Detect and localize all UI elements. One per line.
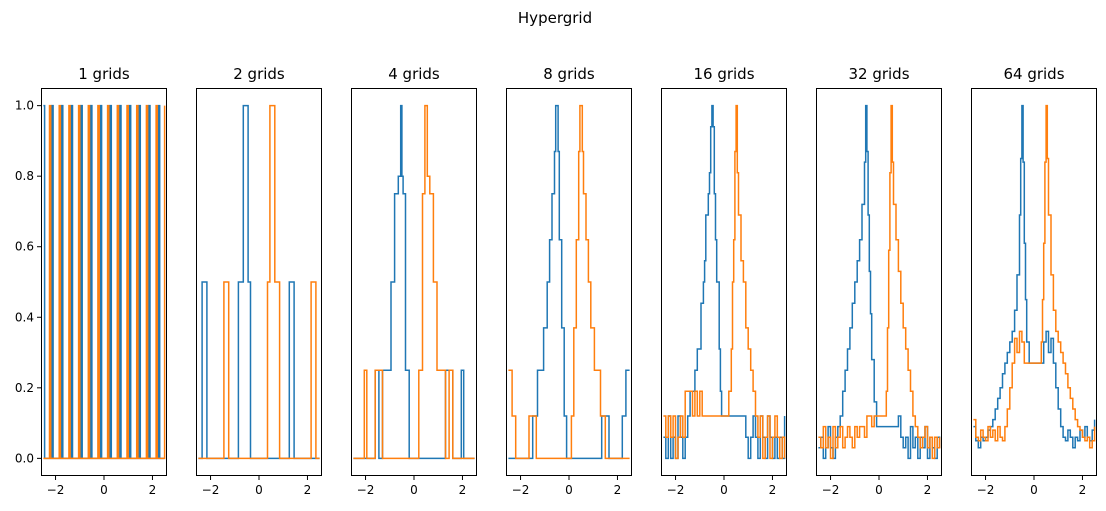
panel-title: 64 grids	[1003, 65, 1064, 83]
x-tick-label: 2	[304, 483, 312, 497]
axes-frame	[196, 88, 322, 476]
x-tick-label: 0	[100, 483, 108, 497]
y-tick-label: 0.4	[15, 310, 34, 324]
x-tick-label: −2	[667, 483, 685, 497]
plot-area	[508, 104, 630, 460]
panel-5: 16 grids −2 0 2	[661, 65, 787, 497]
panel-title: 16 grids	[693, 65, 754, 83]
plot-area	[663, 104, 786, 460]
x-tick-label: 0	[565, 483, 573, 497]
x-tick-label: 2	[924, 483, 932, 497]
panel-title: 8 grids	[543, 65, 595, 83]
x-tick-label: 2	[614, 483, 622, 497]
x-tick-label: −2	[357, 483, 375, 497]
plot-area	[818, 104, 941, 460]
panel-3: 4 grids −2 0 2	[351, 65, 477, 497]
panel-title: 1 grids	[78, 65, 130, 83]
series-line-2	[663, 104, 786, 460]
series-line-2	[973, 104, 1096, 449]
plot-area	[353, 104, 475, 460]
series-line-1	[198, 104, 320, 460]
axes-frame	[661, 88, 787, 476]
series-line-2	[508, 104, 630, 460]
x-tick-label: −2	[822, 483, 840, 497]
x-tick-label: 2	[1079, 483, 1087, 497]
panel-7: 64 grids −2 0 2	[971, 65, 1097, 497]
x-tick-label: 0	[875, 483, 883, 497]
series-line-2	[353, 104, 475, 460]
x-tick-label: −2	[202, 483, 220, 497]
series-line-2	[43, 104, 166, 460]
plot-area	[198, 104, 320, 460]
plot-area	[973, 104, 1096, 449]
series-line-1	[353, 104, 475, 460]
y-tick-label: 0.6	[15, 240, 34, 254]
x-tick-label: 0	[410, 483, 418, 497]
y-tick-label: 0.2	[15, 381, 34, 395]
panel-4: 8 grids −2 0 2	[506, 65, 632, 497]
panels: 1 grids−2 0 20.00.20.40.60.81.02 grids−2 0 2…	[15, 65, 1097, 497]
panel-title: 32 grids	[848, 65, 909, 83]
axes-frame	[971, 88, 1097, 476]
y-tick-label: 1.0	[15, 99, 34, 113]
x-tick-label: 2	[459, 483, 467, 497]
axes-frame	[41, 88, 167, 476]
x-tick-label: −2	[512, 483, 530, 497]
axes-frame	[351, 88, 477, 476]
panel-2: 2 grids −2 0 2	[196, 65, 322, 497]
y-tick-label: 0.8	[15, 169, 34, 183]
figure-title: Hypergrid	[518, 9, 592, 27]
series-line-1	[508, 104, 630, 460]
x-tick-label: 0	[1030, 483, 1038, 497]
y-tick-label: 0.0	[15, 451, 34, 465]
series-line-2	[818, 104, 941, 460]
panel-title: 2 grids	[233, 65, 285, 83]
panel-1: 1 grids −2 0 2 0.0 0.2 0.4 0.6 0.8 1.0	[15, 65, 167, 497]
series-line-2	[198, 104, 320, 460]
axes-frame	[816, 88, 942, 476]
x-tick-label: 2	[149, 483, 157, 497]
series-line-1	[818, 104, 941, 460]
panel-title: 4 grids	[388, 65, 440, 83]
series-line-1	[663, 104, 786, 460]
plot-area	[43, 104, 166, 460]
x-tick-label: 0	[255, 483, 263, 497]
x-tick-label: 0	[720, 483, 728, 497]
x-tick-label: −2	[977, 483, 995, 497]
series-line-1	[973, 104, 1096, 449]
panel-6: 32 grids −2 0 2	[816, 65, 942, 497]
x-tick-label: −2	[47, 483, 65, 497]
axes-frame	[506, 88, 632, 476]
x-tick-label: 2	[769, 483, 777, 497]
